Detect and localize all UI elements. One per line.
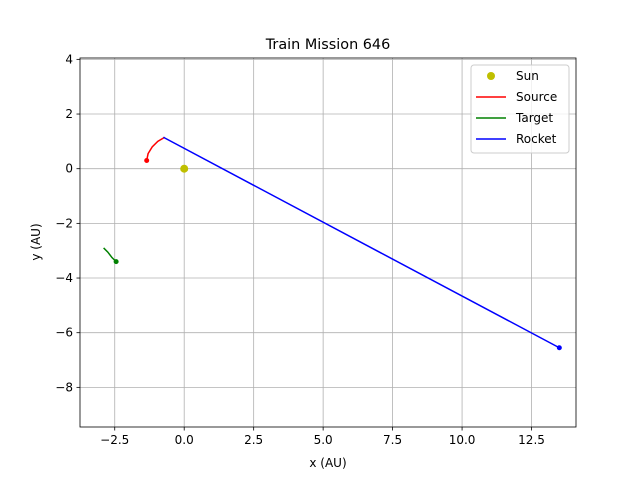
legend: Sun Source Target Rocket	[470, 64, 570, 154]
target-end-point	[113, 259, 119, 265]
legend-frame	[470, 64, 570, 154]
legend-rocket-label: Rocket	[516, 132, 557, 146]
source-end-point	[144, 158, 150, 163]
y-tick-label: 0	[65, 162, 73, 176]
legend-sun-swatch	[487, 72, 495, 80]
x-tick-label: 0.0	[175, 433, 194, 447]
legend-target-label: Target	[515, 111, 553, 125]
y-tick-label: −2	[55, 216, 73, 230]
plot-area-frame	[79, 57, 577, 428]
x-tick-label: 5.0	[314, 433, 333, 447]
axis-ticks: −2.5 0.0 2.5 5.0 7.5 10.0 12.5 −8 −6 −4 −2 0 2 4	[55, 52, 545, 447]
rocket-end-point	[556, 345, 562, 351]
y-tick-label: −6	[55, 326, 73, 340]
legend-source-label: Source	[516, 90, 557, 104]
grid	[80, 58, 576, 427]
rocket-line	[163, 136, 560, 349]
y-tick-label: −4	[55, 271, 73, 285]
y-tick-label: 4	[65, 52, 73, 66]
chart-title: Train Mission 646	[265, 37, 390, 53]
x-tick-label: 7.5	[383, 433, 402, 447]
y-axis-label: y (AU)	[29, 223, 43, 260]
sun-point	[180, 164, 189, 173]
x-tick-label: 2.5	[244, 433, 263, 447]
x-tick-label: 12.5	[518, 433, 545, 447]
legend-sun-label: Sun	[516, 69, 539, 83]
x-tick-label: 10.0	[449, 433, 476, 447]
x-axis-label: x (AU)	[309, 456, 346, 470]
plot-series	[103, 136, 562, 351]
y-tick-label: −8	[55, 380, 73, 394]
x-tick-label: −2.5	[100, 433, 129, 447]
y-tick-label: 2	[65, 107, 73, 121]
target-line	[103, 247, 117, 263]
source-line	[145, 136, 166, 161]
